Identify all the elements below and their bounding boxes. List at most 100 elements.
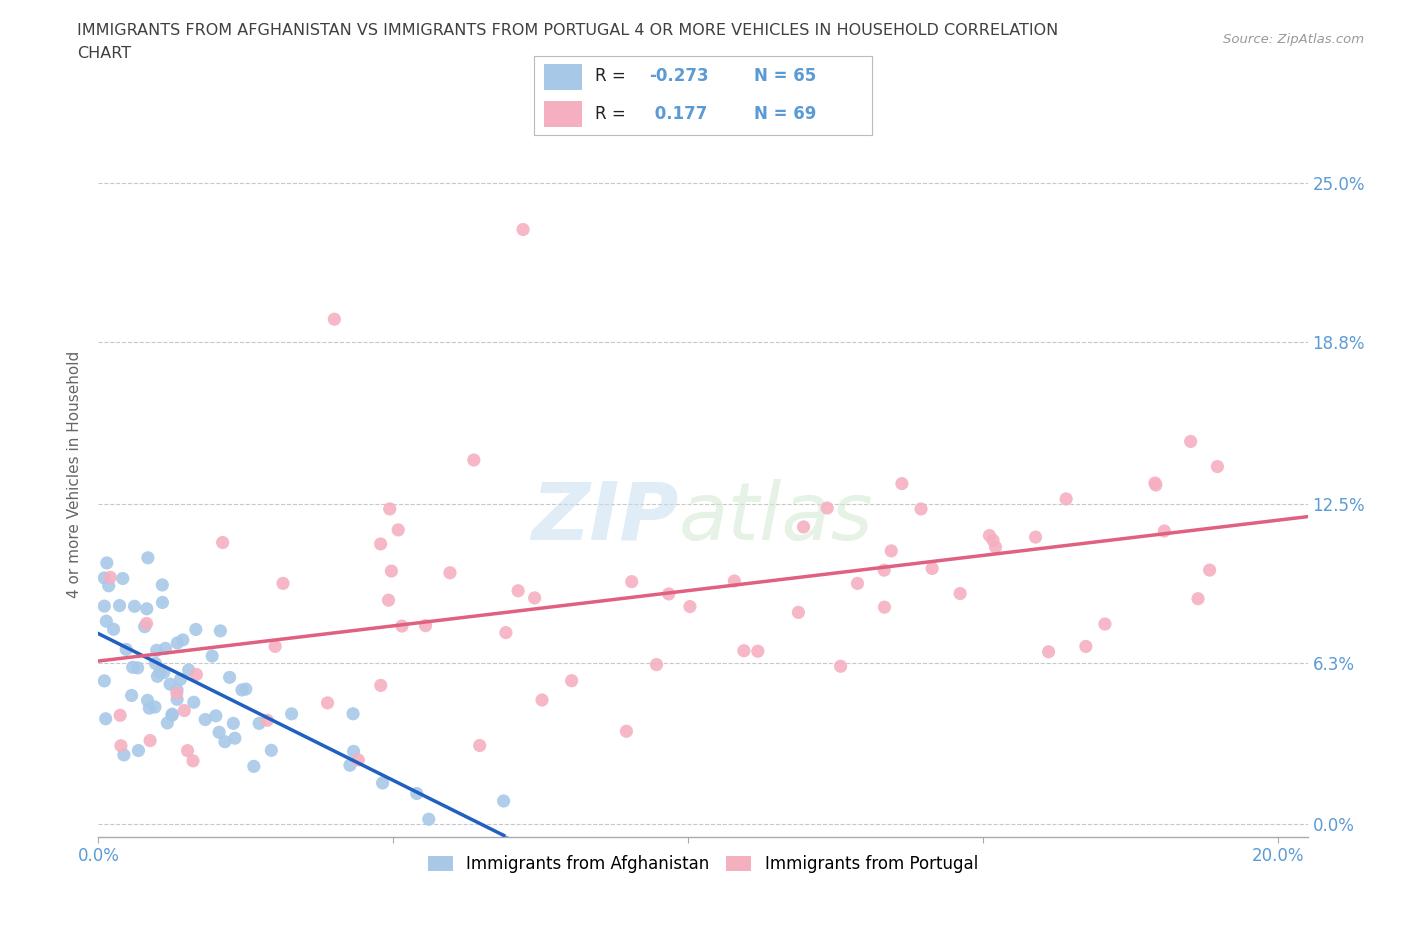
Point <box>152 595 174 610</box>
Point <box>145 643 167 658</box>
Point <box>103 622 125 637</box>
Point <box>146 669 169 684</box>
Point <box>98 570 121 585</box>
Point <box>156 715 179 730</box>
Text: ZIP: ZIP <box>531 479 679 557</box>
Point <box>880 543 903 558</box>
Point <box>415 618 437 633</box>
Point <box>620 574 643 589</box>
Point <box>679 599 702 614</box>
Point <box>194 712 217 727</box>
Point <box>256 712 278 727</box>
Point <box>1153 524 1175 538</box>
Point <box>150 578 173 592</box>
Point <box>138 700 160 715</box>
Point <box>136 551 159 565</box>
Point <box>1025 530 1047 545</box>
Point <box>111 571 134 586</box>
Point <box>1144 477 1167 492</box>
Point <box>787 604 810 619</box>
Point <box>204 709 226 724</box>
Point <box>280 707 302 722</box>
Point <box>323 312 346 326</box>
Point <box>166 692 188 707</box>
Point <box>1094 617 1116 631</box>
Point <box>134 619 156 634</box>
Point <box>181 753 204 768</box>
Point <box>159 677 181 692</box>
Point <box>873 600 896 615</box>
Point <box>183 695 205 710</box>
Point <box>110 738 132 753</box>
Point <box>1038 644 1060 659</box>
Point <box>984 539 1007 554</box>
Text: R =: R = <box>595 67 631 86</box>
Point <box>377 592 399 607</box>
Point <box>176 743 198 758</box>
Point <box>231 683 253 698</box>
Point <box>201 648 224 663</box>
FancyBboxPatch shape <box>544 64 582 90</box>
Point <box>645 658 668 672</box>
Point <box>115 642 138 657</box>
Point <box>1206 459 1229 474</box>
Point <box>921 561 943 576</box>
Point <box>271 576 294 591</box>
Point <box>1180 434 1202 449</box>
Point <box>793 520 815 535</box>
Point <box>342 744 364 759</box>
Point <box>108 708 131 723</box>
Point <box>177 662 200 677</box>
Point <box>93 599 115 614</box>
Point <box>127 660 149 675</box>
Point <box>463 453 485 468</box>
Point <box>169 671 191 686</box>
Text: IMMIGRANTS FROM AFGHANISTAN VS IMMIGRANTS FROM PORTUGAL 4 OR MORE VEHICLES IN HO: IMMIGRANTS FROM AFGHANISTAN VS IMMIGRANT… <box>77 23 1059 38</box>
Point <box>1198 563 1220 578</box>
Text: N = 65: N = 65 <box>754 67 815 86</box>
Point <box>166 635 188 650</box>
Text: N = 69: N = 69 <box>754 104 815 123</box>
Point <box>815 500 838 515</box>
Point <box>152 665 174 680</box>
Point <box>890 476 912 491</box>
Text: CHART: CHART <box>77 46 131 61</box>
Point <box>96 614 118 629</box>
Point <box>135 602 157 617</box>
Point <box>235 682 257 697</box>
Point <box>222 716 245 731</box>
Text: Source: ZipAtlas.com: Source: ZipAtlas.com <box>1223 33 1364 46</box>
Point <box>247 716 270 731</box>
Point <box>439 565 461 580</box>
Point <box>616 724 638 738</box>
Point <box>658 587 681 602</box>
Point <box>370 537 392 551</box>
Point <box>173 703 195 718</box>
Point <box>512 222 534 237</box>
Point <box>93 570 115 585</box>
Point <box>316 696 339 711</box>
Legend: Immigrants from Afghanistan, Immigrants from Portugal: Immigrants from Afghanistan, Immigrants … <box>422 848 984 880</box>
Point <box>1054 491 1077 506</box>
Point <box>1074 639 1097 654</box>
Point <box>387 523 409 538</box>
Point <box>391 618 413 633</box>
Point <box>910 501 932 516</box>
Point <box>380 564 402 578</box>
Point <box>136 693 159 708</box>
Point <box>121 688 143 703</box>
Point <box>1187 591 1209 606</box>
Point <box>149 665 172 680</box>
Point <box>405 786 427 801</box>
Point <box>260 743 283 758</box>
Point <box>264 639 287 654</box>
Point <box>208 724 231 739</box>
Point <box>143 656 166 671</box>
Point <box>209 623 232 638</box>
Text: -0.273: -0.273 <box>650 67 709 86</box>
Point <box>135 616 157 631</box>
FancyBboxPatch shape <box>544 100 582 127</box>
Point <box>418 812 440 827</box>
Point <box>124 599 146 614</box>
Point <box>523 591 546 605</box>
